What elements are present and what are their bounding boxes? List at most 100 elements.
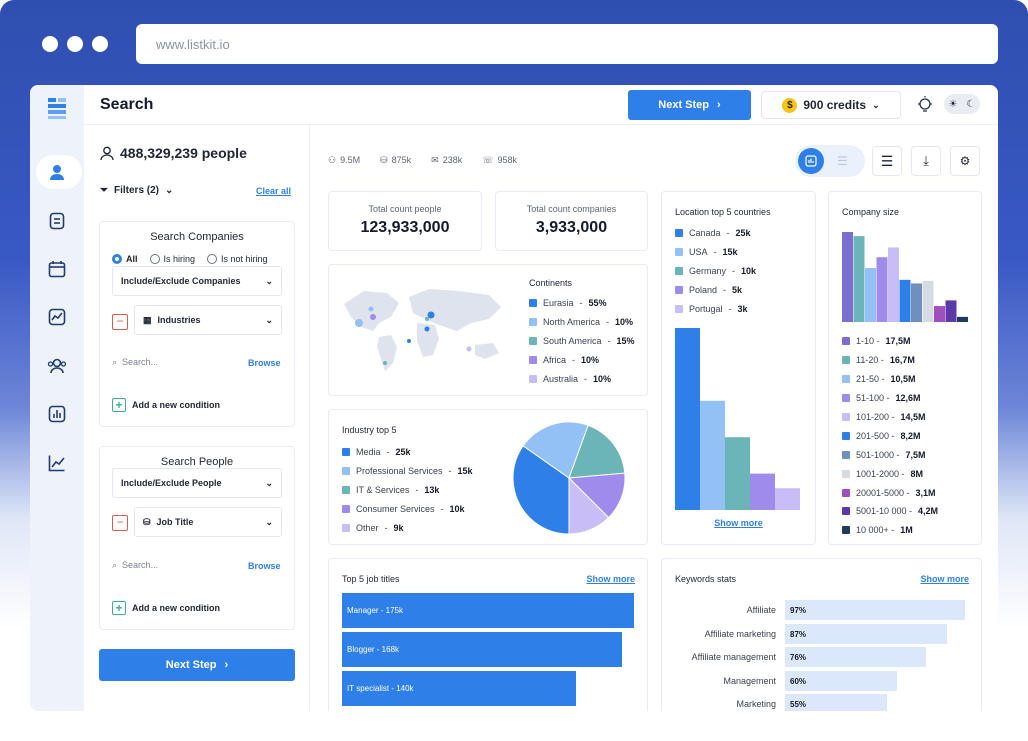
total-people-label: Total count people xyxy=(368,204,442,214)
legend-swatch xyxy=(675,266,683,275)
users-icon xyxy=(47,358,67,374)
continents-legend: Eurasia -55% North America -10% South Amer… xyxy=(529,293,635,388)
list-view-button[interactable]: ☰ xyxy=(837,154,848,168)
add-condition-button[interactable]: + Add a new condition xyxy=(112,601,220,615)
company-size-legend-item: 5001-10 000 - 4,2M xyxy=(842,502,938,521)
search-input[interactable]: ⌕ Search... xyxy=(112,357,159,367)
include-exclude-companies-select[interactable]: Include/Exclude Companies ⌄ xyxy=(112,266,282,296)
filters-toggle[interactable]: ⏷ Filters (2) ⌄ xyxy=(100,185,173,196)
download-button[interactable]: ⤓ xyxy=(911,146,941,176)
user-icon xyxy=(50,165,64,180)
next-step-button-bottom[interactable]: Next Step › xyxy=(99,649,295,681)
legend-swatch xyxy=(675,228,683,237)
company-size-legend-item: 10 000+ - 1M xyxy=(842,521,938,540)
legend-swatch xyxy=(675,304,683,313)
continents-title: Continents xyxy=(529,278,573,288)
location-legend: Canada -25k USA - 15k Germany - 10k Polan… xyxy=(675,223,756,318)
filters-label: Filters (2) xyxy=(114,185,160,196)
chart-icon xyxy=(805,155,817,167)
job-title-select[interactable]: ⛁ Job Title ⌄ xyxy=(134,507,282,537)
legend-label: 5001-10 000 - xyxy=(856,506,913,517)
job-title-bar: Blogger - 168k xyxy=(342,632,623,667)
location-bar xyxy=(775,488,800,510)
world-map xyxy=(344,289,501,371)
job-titles-show-more[interactable]: Show more xyxy=(586,574,635,584)
legend-swatch xyxy=(842,469,850,478)
legend-swatch xyxy=(842,431,850,440)
company-size-bar xyxy=(888,247,899,322)
radio-is-hiring[interactable]: Is hiring xyxy=(149,254,195,264)
legend-label: 20001-5000 - xyxy=(856,487,910,498)
total-companies-label: Total count companies xyxy=(526,204,617,214)
company-size-bar xyxy=(842,232,853,322)
settings-button[interactable]: ⚙ xyxy=(950,146,980,176)
browse-link[interactable]: Browse xyxy=(248,358,281,368)
company-size-legend-item: 1001-2000 - 8M xyxy=(842,464,938,483)
clear-all-link[interactable]: Clear all xyxy=(256,186,292,196)
credits-label: 900 credits xyxy=(803,98,867,112)
keyword-bar: 60% xyxy=(785,670,897,691)
industry-legend: Media -25k Professional Services -15k IT &… xyxy=(342,442,473,537)
location-show-more[interactable]: Show more xyxy=(714,518,763,528)
credits-dropdown[interactable]: $ 900 credits ⌄ xyxy=(761,91,901,119)
pie-slice xyxy=(522,421,589,479)
sidebar-item-lists[interactable] xyxy=(44,208,70,234)
legend-swatch xyxy=(675,285,683,294)
legend-value: 1M xyxy=(900,525,913,536)
sidebar-item-analytics[interactable] xyxy=(44,304,70,330)
sidebar-item-calendar[interactable] xyxy=(44,256,70,282)
legend-value: 4,2M xyxy=(918,506,939,517)
radio-all[interactable]: All xyxy=(112,254,138,264)
industry-media: Media -25k xyxy=(342,442,473,461)
window-dot xyxy=(42,36,58,52)
industries-select[interactable]: ▦ Industries ⌄ xyxy=(134,305,282,335)
sidebar-item-reports[interactable] xyxy=(44,401,70,427)
pie-slice xyxy=(568,476,610,535)
legend-value: 14,5M xyxy=(900,412,926,422)
stat-phones: ☏ 958k xyxy=(482,155,518,165)
stat-emails: ✉ 238k xyxy=(431,155,463,165)
keywords-show-more[interactable]: Show more xyxy=(920,574,969,584)
next-step-button[interactable]: Next Step › xyxy=(628,90,751,120)
industry-consumer-services: Consumer Services -10k xyxy=(342,499,473,518)
sidebar-item-team[interactable] xyxy=(44,353,70,379)
sun-icon: ☀ xyxy=(948,98,958,110)
remove-condition-button[interactable]: − xyxy=(112,314,128,330)
location-usa: USA - 15k xyxy=(675,242,756,261)
job-titles-card: Top 5 job titles Show more Manager - 175… xyxy=(328,558,648,711)
company-size-legend-item: 11-20 - 16,7M xyxy=(842,351,938,370)
search-input[interactable]: ⌕ Search... xyxy=(112,560,159,570)
location-bar xyxy=(725,437,750,510)
add-condition-button[interactable]: + Add a new condition xyxy=(112,398,220,412)
next-step-label: Next Step xyxy=(658,99,710,111)
remove-condition-button[interactable]: − xyxy=(112,515,128,531)
keyword-bar: 97% xyxy=(785,600,966,620)
logo-icon[interactable] xyxy=(44,95,70,121)
job-titles-title: Top 5 job titles xyxy=(342,574,400,584)
company-size-legend-item: 501-1000 - 7,5M xyxy=(842,445,938,464)
chevron-down-icon: ⌄ xyxy=(265,477,273,488)
radio-not-hiring[interactable]: Is not hiring xyxy=(207,254,268,264)
include-exclude-people-select[interactable]: Include/Exclude People ⌄ xyxy=(112,468,282,498)
chevron-right-icon: › xyxy=(717,99,721,111)
keyword-label: Marketing xyxy=(736,699,776,709)
company-size-legend-item: 21-50 - 10,5M xyxy=(842,370,938,389)
company-size-bar xyxy=(853,236,865,322)
legend-label: 501-1000 - xyxy=(856,449,900,460)
location-germany: Germany - 10k xyxy=(675,261,756,280)
theme-toggle[interactable]: ☀ ☾ xyxy=(944,94,980,114)
browse-link[interactable]: Browse xyxy=(248,561,281,571)
sidebar-item-people[interactable] xyxy=(44,159,70,185)
location-poland: Poland - 5k xyxy=(675,280,756,299)
company-size-card: Company size 1-10 - 17,5M 11-20 - 16,7M 21-5… xyxy=(828,191,982,545)
continent-australia: Australia -10% xyxy=(529,369,635,388)
url-bar[interactable]: www.listkit.io xyxy=(136,24,998,64)
phone-icon: ☏ xyxy=(482,155,494,165)
chart-view-button[interactable] xyxy=(798,148,824,174)
view-toggle: ☰ xyxy=(795,145,865,177)
add-list-button[interactable]: ☰ xyxy=(872,146,902,176)
sidebar-item-stats[interactable] xyxy=(44,450,70,476)
page-title: Search xyxy=(100,96,154,113)
lightbulb-icon[interactable] xyxy=(916,95,934,120)
chevron-down-icon: ⌄ xyxy=(872,99,880,110)
